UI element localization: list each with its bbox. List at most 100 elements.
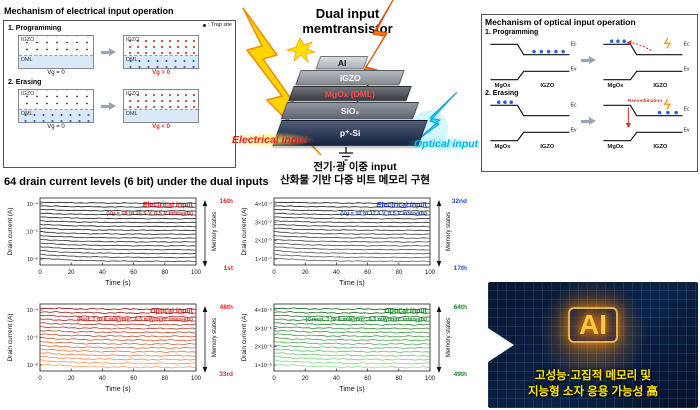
- svg-text:0: 0: [38, 376, 42, 382]
- dml-layer-label: DML: [126, 111, 138, 117]
- ai-caption-line2: 지능형 소자 응용 가능성 高: [527, 386, 659, 398]
- device-title: Dual input memtransistor: [275, 6, 420, 36]
- svg-text:1×10⁻⁶: 1×10⁻⁶: [255, 363, 272, 369]
- svg-text:Time (s): Time (s): [339, 280, 364, 287]
- device-after-programming: IGZO DML Vg > 0: [123, 35, 199, 76]
- svg-text:48th: 48th: [220, 304, 233, 311]
- svg-text:Drain current (A): Drain current (A): [7, 313, 14, 361]
- svg-text:Drain current (A): Drain current (A): [241, 207, 248, 255]
- ai-chip-image: AI 고성능·고집적 메모리 및 지능형 소자 응용 가능성 高: [488, 282, 698, 408]
- ev-label: Ev: [683, 66, 689, 72]
- erasing-label: 2. Erasing: [8, 79, 42, 86]
- trap-site-label: : Trap site: [207, 22, 232, 28]
- igzo-label: IGZO: [540, 144, 555, 149]
- svg-text:10⁻⁶: 10⁻⁶: [27, 363, 38, 369]
- svg-text:Drain current (A): Drain current (A): [7, 207, 14, 255]
- ai-glow-text: AI: [568, 306, 618, 343]
- electrical-erase-svg: Drain current (A) 4×10⁻⁷ 3×10⁻⁷ 2×10⁻⁷ 1×10⁻…: [241, 197, 467, 287]
- plot-optical-green: Drain current (A) 4×10⁻⁶ 3×10⁻⁶ 2×10⁻⁶ 1×10⁻…: [236, 298, 468, 402]
- electrical-mechanism-title: Mechanism of electrical input operation: [4, 6, 174, 16]
- layer-sio2-label: SiO₂: [340, 105, 360, 116]
- layer-mgox-label: MgOx (DML): [324, 88, 376, 99]
- igzo-label: IGZO: [653, 83, 668, 88]
- svg-text:60: 60: [130, 270, 137, 276]
- ev-label: Ev: [570, 127, 576, 133]
- device-title-line2: memtransistor: [302, 21, 393, 36]
- ec-label: Ec: [570, 41, 576, 47]
- band-diagram-erasing-before: Ec Ev MgOx IGZO: [490, 100, 577, 149]
- mgox-label: MgOx: [495, 83, 512, 88]
- optical-programming-row: 1. Programming Ec Ev MgOx IGZO: [485, 29, 694, 88]
- device-before-programming: IGZO DML Vg = 0: [18, 35, 94, 76]
- korean-caption-line2: 산화물 기반 다중 비트 메모리 구현: [280, 174, 430, 186]
- svg-text:32nd: 32nd: [452, 198, 467, 205]
- band-diagram-erasing-after: Recombination Ec Ev MgOx IGZO: [603, 98, 690, 149]
- transition-arrow-icon: [581, 117, 596, 126]
- svg-text:Optical input: Optical input: [150, 308, 193, 315]
- bias-label: Vg = 0: [47, 70, 65, 76]
- ai-caption-line1: 고성능·고집적 메모리 및: [534, 370, 652, 382]
- device-before-erasing: IGZO DML Vg = 0: [18, 89, 94, 130]
- svg-text:40: 40: [99, 376, 106, 382]
- recombination-label: Recombination: [628, 98, 663, 104]
- svg-text:Memory states: Memory states: [212, 318, 218, 357]
- callout-arrow-icon: [488, 328, 514, 362]
- plots-heading: 64 drain current levels (6 bit) under th…: [4, 176, 269, 188]
- plot-electrical-program: Drain current (A) 10⁻⁴ 10⁻⁵ 10⁻⁶ 0 20 40 60 80 10…: [2, 192, 234, 296]
- svg-text:60: 60: [364, 376, 371, 382]
- svg-text:40: 40: [333, 270, 340, 276]
- svg-text:60: 60: [364, 270, 371, 276]
- layer-mgox-dml: MgOx (DML): [288, 86, 412, 101]
- bias-label: Vg < 0: [152, 124, 170, 130]
- trap-site-legend: : Trap site: [202, 22, 232, 28]
- svg-text:4×10⁻⁷: 4×10⁻⁷: [255, 202, 272, 208]
- programming-row: 1. Programming IGZO DML Vg = 0 IGZO DML …: [8, 25, 231, 76]
- svg-text:10⁻⁵: 10⁻⁵: [27, 230, 38, 236]
- svg-text:100: 100: [425, 270, 436, 276]
- ec-label: Ec: [683, 107, 689, 113]
- svg-text:10⁻⁵: 10⁻⁵: [27, 336, 38, 342]
- svg-text:80: 80: [395, 376, 402, 382]
- optical-programming-label: 1. Programming: [485, 29, 539, 36]
- igzo-layer-label: IGZO: [21, 91, 35, 97]
- transition-arrow-icon: [101, 102, 116, 111]
- plot-electrical-erase: Drain current (A) 4×10⁻⁷ 3×10⁻⁷ 2×10⁻⁷ 1×10⁻…: [236, 192, 468, 296]
- svg-text:(Vg = 18 to 25.5 V, 0.5 V inte: (Vg = 18 to 25.5 V, 0.5 V intervals): [106, 211, 193, 217]
- svg-text:100: 100: [191, 376, 202, 382]
- svg-text:80: 80: [161, 376, 168, 382]
- starburst-icon: [285, 37, 317, 64]
- svg-text:20: 20: [68, 270, 75, 276]
- ec-label: Ec: [683, 41, 689, 47]
- svg-text:Optical input: Optical input: [384, 308, 427, 315]
- plot-optical-red: Drain current (A) 10⁻⁴ 10⁻⁵ 10⁻⁶ 0 20 40 60 80 10…: [2, 298, 234, 402]
- optical-erasing-row: 2. Erasing Ec Ev MgOx IGZO: [485, 90, 694, 149]
- dml-layer-label: DML: [21, 57, 33, 63]
- svg-text:40: 40: [99, 270, 106, 276]
- korean-caption-line1: 전기·광 이중 input: [313, 161, 397, 173]
- svg-text:10⁻⁴: 10⁻⁴: [27, 202, 39, 208]
- optical-erasing-label: 2. Erasing: [485, 90, 519, 97]
- svg-text:33rd: 33rd: [219, 371, 233, 378]
- ev-label: Ev: [570, 66, 576, 72]
- svg-text:3×10⁻⁷: 3×10⁻⁷: [255, 220, 272, 226]
- svg-text:Time (s): Time (s): [105, 280, 130, 287]
- svg-text:1×10⁻⁷: 1×10⁻⁷: [255, 257, 272, 263]
- mgox-label: MgOx: [608, 83, 625, 88]
- svg-text:Electrical input: Electrical input: [143, 202, 194, 209]
- optical-green-svg: Drain current (A) 4×10⁻⁶ 3×10⁻⁶ 2×10⁻⁶ 1×10⁻…: [241, 303, 467, 393]
- svg-text:20: 20: [302, 270, 309, 276]
- svg-text:0: 0: [272, 270, 276, 276]
- electrical-mechanism-panel: : Trap site 1. Programming IGZO DML Vg =…: [3, 20, 236, 168]
- svg-text:1st: 1st: [224, 265, 234, 272]
- programming-label: 1. Programming: [8, 25, 62, 32]
- layer-al: Al: [315, 56, 369, 69]
- svg-text:Memory states: Memory states: [446, 318, 452, 357]
- trap-site-dot-icon: [202, 23, 206, 27]
- igzo-layer-label: IGZO: [126, 91, 140, 97]
- svg-text:(Red, 1 to 8 mW/mm², 0.5 mW/mm: (Red, 1 to 8 mW/mm², 0.5 mW/mm² interval…: [77, 316, 193, 323]
- mgox-label: MgOx: [608, 144, 625, 149]
- svg-text:20: 20: [68, 376, 75, 382]
- igzo-layer-label: IGZO: [21, 37, 35, 43]
- svg-text:(Green, 1 to 8 mW/mm², 0.5 mW/: (Green, 1 to 8 mW/mm², 0.5 mW/mm² interv…: [306, 316, 428, 323]
